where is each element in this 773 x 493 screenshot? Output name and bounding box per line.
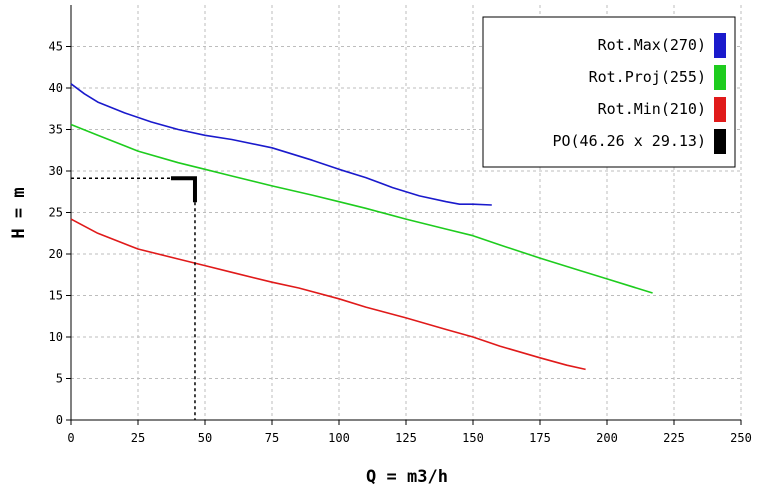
legend-swatch-rot-min	[714, 97, 726, 122]
x-tick-label: 50	[198, 431, 212, 445]
x-tick-label: 75	[265, 431, 279, 445]
legend-item-rot-max: Rot.Max(270)	[598, 33, 726, 58]
legend-label-operating-point: PO(46.26 x 29.13)	[552, 132, 706, 150]
y-axis-ticks: 0 5 10 15 20 25 30 35 40 45	[49, 40, 71, 427]
operating-point	[71, 176, 197, 420]
y-tick-label: 30	[49, 164, 63, 178]
legend-swatch-rot-max	[714, 33, 726, 58]
legend-item-operating-point: PO(46.26 x 29.13)	[552, 129, 726, 154]
x-axis-title: Q = m3/h	[366, 467, 448, 487]
x-tick-label: 225	[663, 431, 685, 445]
y-tick-label: 0	[56, 413, 63, 427]
y-axis-title: H = m	[9, 187, 29, 238]
x-tick-label: 0	[67, 431, 74, 445]
series-line-rot-min	[70, 218, 586, 371]
series-lines	[70, 83, 653, 371]
x-tick-label: 25	[131, 431, 145, 445]
y-tick-label: 25	[49, 206, 63, 220]
y-tick-label: 40	[49, 81, 63, 95]
legend-swatch-rot-proj	[714, 65, 726, 90]
legend-swatch-operating-point	[714, 129, 726, 154]
legend-label-rot-max: Rot.Max(270)	[598, 36, 706, 54]
y-tick-label: 5	[56, 372, 63, 386]
y-tick-label: 20	[49, 247, 63, 261]
x-tick-label: 125	[395, 431, 417, 445]
legend: Rot.Max(270) Rot.Proj(255) Rot.Min(210) …	[482, 16, 736, 168]
y-tick-label: 35	[49, 123, 63, 137]
legend-item-rot-proj: Rot.Proj(255)	[589, 65, 726, 90]
y-tick-label: 10	[49, 330, 63, 344]
legend-item-rot-min: Rot.Min(210)	[598, 97, 726, 122]
operating-point-marker	[170, 176, 197, 203]
x-tick-label: 175	[529, 431, 551, 445]
x-tick-label: 100	[328, 431, 350, 445]
x-axis-ticks: 0 25 50 75 100 125 150 175 200 225 250	[67, 420, 752, 445]
legend-box	[482, 16, 736, 168]
y-tick-label: 15	[49, 289, 63, 303]
legend-label-rot-proj: Rot.Proj(255)	[589, 68, 706, 86]
x-tick-label: 150	[462, 431, 484, 445]
series-line-rot-proj	[70, 123, 653, 294]
legend-label-rot-min: Rot.Min(210)	[598, 100, 706, 118]
y-tick-label: 45	[49, 40, 63, 54]
series-line-rot-max	[70, 83, 492, 206]
x-tick-label: 200	[596, 431, 618, 445]
x-tick-label: 250	[730, 431, 752, 445]
